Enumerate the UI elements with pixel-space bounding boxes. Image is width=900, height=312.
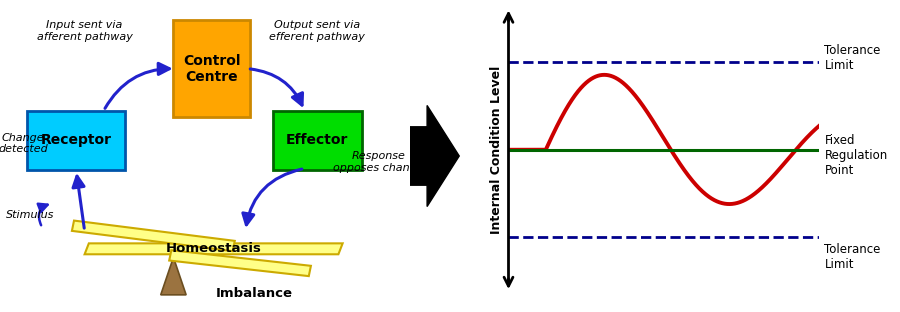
Text: Response
opposes change: Response opposes change: [333, 151, 424, 173]
Text: Stimulus: Stimulus: [6, 210, 55, 220]
FancyBboxPatch shape: [273, 111, 362, 170]
Text: Tolerance
Limit: Tolerance Limit: [824, 44, 881, 72]
Polygon shape: [161, 257, 186, 295]
Polygon shape: [169, 250, 310, 276]
FancyBboxPatch shape: [28, 111, 125, 170]
Text: Output sent via
efferent pathway: Output sent via efferent pathway: [269, 20, 365, 42]
Text: Effector: Effector: [286, 134, 348, 147]
Text: Fixed
Regulation
Point: Fixed Regulation Point: [824, 134, 887, 178]
Text: Tolerance
Limit: Tolerance Limit: [824, 243, 881, 271]
Text: Homeostasis: Homeostasis: [166, 242, 262, 256]
Text: Imbalance: Imbalance: [215, 287, 292, 300]
Text: Control
Centre: Control Centre: [183, 54, 240, 84]
Text: Input sent via
afferent pathway: Input sent via afferent pathway: [37, 20, 132, 42]
Y-axis label: Internal Condition Level: Internal Condition Level: [490, 66, 503, 234]
Text: Receptor: Receptor: [40, 134, 112, 147]
FancyArrow shape: [410, 105, 459, 207]
Text: Change
detected: Change detected: [0, 133, 48, 154]
FancyBboxPatch shape: [174, 20, 249, 117]
Polygon shape: [72, 221, 235, 251]
Polygon shape: [85, 243, 343, 254]
